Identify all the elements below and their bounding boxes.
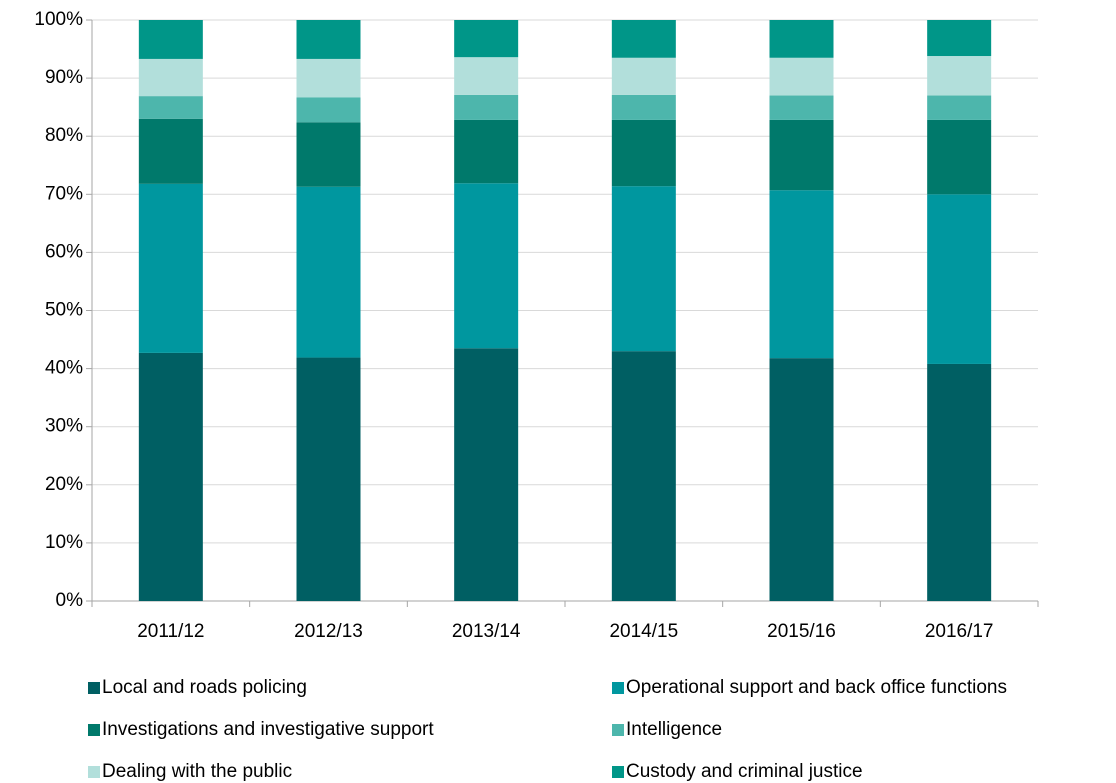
- bar-segment: [138, 58, 203, 97]
- y-tick-label: 50%: [45, 300, 83, 321]
- y-tick-label: 20%: [45, 474, 83, 495]
- y-tick-label: 100%: [34, 9, 83, 30]
- bar-segment: [769, 358, 834, 601]
- bar-segment: [138, 118, 203, 184]
- bar-segment: [927, 56, 992, 96]
- y-tick-label: 70%: [45, 183, 83, 204]
- bar-segment: [769, 95, 834, 120]
- x-tick-label: 2013/14: [452, 621, 521, 642]
- bar-segment: [927, 119, 992, 195]
- bar-segment: [296, 357, 361, 601]
- y-tick-label: 60%: [45, 241, 83, 262]
- legend-label: Local and roads policing: [102, 677, 307, 698]
- y-tick-label: 0%: [56, 590, 84, 611]
- y-tick-label: 30%: [45, 416, 83, 437]
- bar-segment: [138, 20, 203, 59]
- bar-segment: [454, 119, 519, 184]
- legend-swatch: [88, 766, 100, 778]
- bar-segment: [138, 96, 203, 119]
- bar-segment: [611, 186, 676, 352]
- x-tick-label: 2011/12: [137, 621, 204, 642]
- bar-segment: [927, 363, 992, 601]
- y-tick-label: 10%: [45, 532, 83, 553]
- legend-swatch: [88, 682, 100, 694]
- bar-segment: [454, 348, 519, 601]
- bar-segment: [927, 20, 992, 57]
- bar-segment: [454, 20, 519, 58]
- legend-label: Custody and criminal justice: [626, 761, 863, 782]
- bar-segment: [296, 97, 361, 123]
- bar-segment: [611, 119, 676, 187]
- legend-label: Intelligence: [626, 719, 722, 740]
- bar-segment: [138, 183, 203, 353]
- legend-swatch: [612, 766, 624, 778]
- bar-segment: [611, 94, 676, 120]
- legend-label: Investigations and investigative support: [102, 719, 434, 740]
- bar-segment: [454, 94, 519, 120]
- x-tick-label: 2012/13: [294, 621, 363, 642]
- bar-segment: [769, 57, 834, 96]
- x-tick-label: 2014/15: [609, 621, 678, 642]
- x-tick-label: 2015/16: [767, 621, 836, 642]
- bar-segment: [138, 352, 203, 601]
- y-tick-label: 80%: [45, 125, 83, 146]
- bar-segment: [296, 186, 361, 358]
- bar-segment: [454, 57, 519, 95]
- y-tick-label: 40%: [45, 358, 83, 379]
- bar-segment: [611, 351, 676, 601]
- legend-swatch: [88, 724, 100, 736]
- bar-segment: [611, 57, 676, 95]
- bar-segment: [927, 194, 992, 364]
- bar-segment: [611, 20, 676, 58]
- bar-segment: [927, 95, 992, 120]
- x-tick-label: 2016/17: [925, 621, 994, 642]
- legend-label: Dealing with the public: [102, 761, 292, 782]
- bar-segment: [296, 58, 361, 98]
- y-tick-label: 90%: [45, 67, 83, 88]
- legend-swatch: [612, 682, 624, 694]
- bar-segment: [296, 20, 361, 59]
- legend-label: Operational support and back office func…: [626, 677, 1007, 698]
- bar-segment: [454, 183, 519, 349]
- bar-segment: [769, 119, 834, 191]
- legend-swatch: [612, 724, 624, 736]
- bar-segment: [769, 20, 834, 58]
- bar-segment: [296, 122, 361, 187]
- bar-segment: [769, 190, 834, 359]
